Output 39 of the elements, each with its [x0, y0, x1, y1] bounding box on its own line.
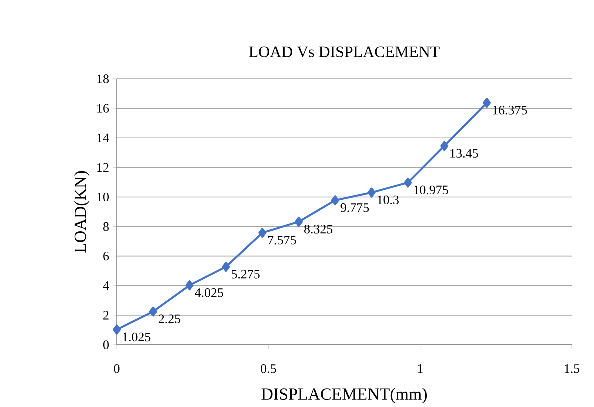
data-label: 7.575 [268, 236, 296, 245]
y-tick-label: 16 [98, 104, 110, 113]
data-label: 16.375 [493, 106, 528, 115]
y-tick-label: 2 [104, 311, 109, 320]
x-axis-title: DISPLACEMENT(mm) [262, 388, 428, 404]
x-tick-label: 1 [418, 364, 423, 374]
y-tick-label: 10 [98, 192, 109, 202]
point [331, 196, 340, 206]
y-tick-label: 14 [98, 134, 110, 142]
x-tick-label: 0 [114, 364, 120, 374]
data-label: 4.025 [195, 288, 224, 298]
point [404, 178, 412, 188]
data-label: 10.3 [378, 196, 399, 205]
point [149, 306, 158, 317]
point [222, 262, 230, 272]
data-label: 10.975 [414, 186, 448, 195]
point [483, 98, 492, 108]
data-label: 5.275 [232, 270, 260, 279]
y-tick-label: 4 [103, 282, 110, 290]
data-label: 2.25 [158, 314, 181, 324]
y-tick-label: 8 [104, 222, 109, 232]
point [258, 228, 267, 238]
point [295, 217, 304, 228]
y-tick-label: 6 [104, 252, 110, 261]
x-tick-label: 0.5 [261, 364, 276, 374]
chart-title: LOAD Vs DISPLACEMENT [249, 46, 440, 58]
y-tick-label: 0 [104, 340, 109, 350]
y-tick-label: 12 [98, 163, 109, 172]
data-label: 8.325 [304, 225, 333, 234]
point [186, 280, 194, 291]
data-label: 9.775 [340, 204, 370, 212]
point [368, 188, 376, 198]
data-label: 1.025 [123, 332, 151, 342]
y-tick-label: 18 [98, 74, 109, 84]
point [113, 324, 121, 335]
x-tick-label: 1.5 [565, 364, 580, 374]
data-label: 13.45 [450, 149, 478, 158]
y-axis-title: LOAD(KN) [74, 171, 90, 253]
point [440, 141, 449, 152]
